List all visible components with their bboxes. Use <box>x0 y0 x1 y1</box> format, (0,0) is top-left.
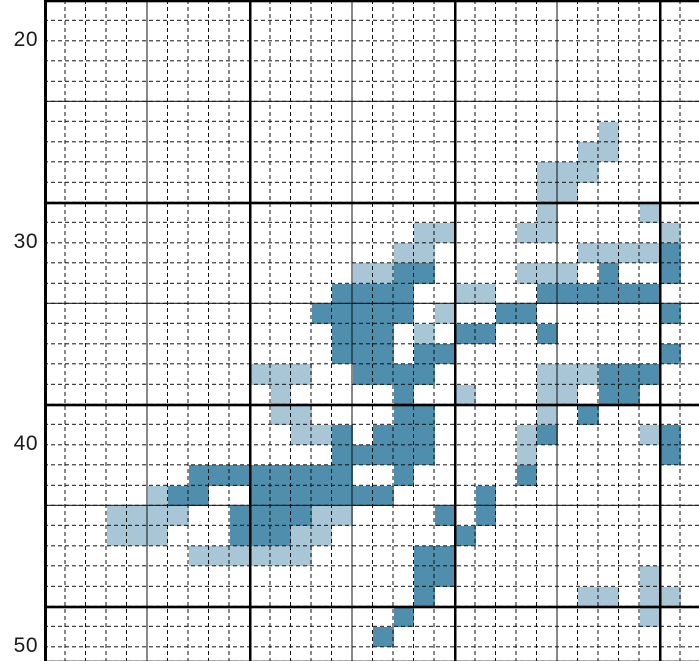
grid-major-horizontal <box>44 0 699 661</box>
y-axis-tick-label: 20 <box>13 28 38 52</box>
y-axis-tick-label: 50 <box>13 634 38 658</box>
grid-mid-horizontal <box>44 0 699 661</box>
y-axis-tick-label: 30 <box>13 230 38 254</box>
grid-mid-vertical <box>44 0 699 661</box>
y-axis-tick-label: 40 <box>13 432 38 456</box>
grid-left-edge <box>44 0 47 661</box>
grid-minor-horizontal <box>44 0 699 661</box>
pattern-grid[interactable] <box>44 0 699 661</box>
grid-major-vertical <box>44 0 699 661</box>
grid-minor-vertical <box>44 0 699 661</box>
grid-lines-layer <box>44 0 699 661</box>
